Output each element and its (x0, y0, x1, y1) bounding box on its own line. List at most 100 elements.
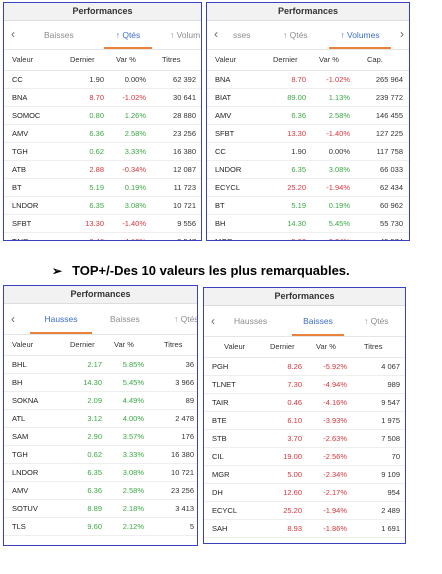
cell-titres: 3 413 (175, 504, 194, 513)
table-row[interactable]: SFBT 13.30 -1.40% 9 556 (4, 215, 201, 233)
table-row[interactable]: BNA 8.70 -1.02% 30 641 (4, 89, 201, 107)
table-row[interactable]: SFBT 13.30 -1.40% 127 225 (207, 125, 409, 143)
cell-var: 1.13% (328, 93, 350, 102)
table-row[interactable]: SOKNA 2.09 4.49% 89 (4, 392, 197, 410)
cell-dernier: 13.30 (85, 219, 104, 228)
tab-hausses[interactable]: Hausses (30, 304, 92, 334)
cell-dernier: 89.00 (287, 93, 306, 102)
table-row[interactable]: CC 1.90 0.00% 117 758 (207, 143, 409, 161)
table-row[interactable]: BH 14.30 5.45% 3 966 (4, 374, 197, 392)
tab-qtes[interactable]: ↑ Qtés (104, 21, 152, 49)
cell-valeur: TLS (12, 522, 26, 531)
cell-var: 5.45% (328, 219, 350, 228)
cell-dernier: 2.90 (87, 432, 102, 441)
table-row[interactable]: ATL 3.12 4.00% 2 478 (4, 410, 197, 428)
cell-titres: 10 721 (173, 201, 196, 210)
table-row[interactable]: AMV 6.36 2.58% 146 455 (207, 107, 409, 125)
tab-baisses[interactable]: Baisses (292, 306, 344, 336)
table-row[interactable]: AMV 6.36 2.58% 23 256 (4, 125, 201, 143)
performances-panel-qtes: Performances ‹ Baisses ↑ Qtés ↑ Volum Va… (3, 2, 202, 241)
col-var: Var % (114, 340, 134, 349)
cell-titres: 16 380 (171, 450, 194, 459)
table-row[interactable]: TLS 9.60 2.12% 5 (4, 518, 197, 536)
table-row[interactable]: MGR 5.00 -2.34% 9 109 (204, 466, 405, 484)
cell-dernier: 1.90 (291, 147, 306, 156)
cell-var: -1.40% (326, 129, 350, 138)
table-header: Valeur Dernier Var % Titres (4, 50, 201, 71)
table-row[interactable]: BTE 6.10 -3.93% 1 975 (204, 412, 405, 430)
table-row[interactable]: BH 14.30 5.45% 55 730 (207, 215, 409, 233)
cell-valeur: STB (212, 434, 227, 443)
table-row[interactable]: TGH 0.62 3.33% 16 380 (4, 143, 201, 161)
table-row[interactable]: ECYCL 25.20 -1.94% 2 489 (204, 502, 405, 520)
table-row[interactable]: TAIR 0.46 -4.16% 9 547 (204, 394, 405, 412)
tab-baisses[interactable]: sses (233, 30, 251, 40)
chevron-right-icon[interactable]: › (395, 21, 409, 49)
cell-dernier: 3.12 (87, 414, 102, 423)
table-row[interactable]: MGR 5.00 -2.34% 45 574 (207, 233, 409, 240)
table-row[interactable]: CC 1.90 0.00% 62 392 (4, 71, 201, 89)
chevron-left-icon[interactable]: ‹ (209, 21, 223, 49)
tab-qtes[interactable]: ↑ Qtés (364, 316, 389, 326)
chevron-left-icon[interactable]: ‹ (6, 304, 20, 334)
chevron-left-icon[interactable]: ‹ (206, 306, 220, 336)
cell-valeur: BH (215, 219, 226, 228)
table-row[interactable]: TLNET 7.30 -4.94% 989 (204, 376, 405, 394)
table-row[interactable]: BNA 8.70 -1.02% 265 964 (207, 71, 409, 89)
cell-valeur: SOTUV (12, 504, 38, 513)
table-row[interactable]: LNDOR 6.35 3.08% 10 721 (4, 197, 201, 215)
cell-var: 3.08% (124, 201, 146, 210)
table-row[interactable]: SOMOC 0.80 1.26% 28 880 (4, 107, 201, 125)
table-row[interactable]: CIL 19.00 -2.56% 70 (204, 448, 405, 466)
cell-dernier: 0.46 (287, 398, 302, 407)
tab-qtes[interactable]: ↑ Qtés (174, 314, 198, 324)
tab-baisses[interactable]: Baisses (110, 314, 140, 324)
section-heading-text: TOP+/-Des 10 valeurs les plus remarquabl… (72, 263, 350, 278)
chevron-left-icon[interactable]: ‹ (6, 21, 20, 49)
table-row[interactable]: SAM 2.90 3.57% 176 (4, 428, 197, 446)
cell-titres: 9 547 (177, 233, 196, 240)
cell-valeur: TGH (12, 147, 28, 156)
table-row[interactable]: ECYCL 25.20 -1.94% 62 434 (207, 179, 409, 197)
cell-var: -2.56% (323, 452, 347, 461)
cell-dernier: 8.70 (291, 75, 306, 84)
table-row[interactable]: LNDOR 6.35 3.08% 66 033 (207, 161, 409, 179)
tab-volumes[interactable]: ↑ Volumes (329, 21, 391, 49)
table-row[interactable]: LNDOR 6.35 3.08% 10 721 (4, 464, 197, 482)
tab-baisses[interactable]: Baisses (44, 30, 74, 40)
cell-var: -1.02% (122, 93, 146, 102)
table-row[interactable]: BT 5.19 0.19% 11 723 (4, 179, 201, 197)
table-row[interactable]: PGH 8.26 -5.92% 4 067 (204, 358, 405, 376)
cell-var: -0.34% (122, 165, 146, 174)
cell-var: -1.94% (323, 506, 347, 515)
table-row[interactable]: SAH 8.93 -1.86% 1 691 (204, 520, 405, 538)
table-row[interactable]: BIAT 89.00 1.13% 239 772 (207, 89, 409, 107)
table-row[interactable]: BHL 2.17 5.85% 36 (4, 356, 197, 374)
table-row[interactable]: BT 5.19 0.19% 60 962 (207, 197, 409, 215)
table-header: Valeur Dernier Var % Cap. (207, 50, 409, 71)
tab-volumes[interactable]: ↑ Volum (170, 30, 201, 40)
cell-dernier: 19.00 (283, 452, 302, 461)
table-row[interactable]: TGH 0.62 3.33% 16 380 (4, 446, 197, 464)
arrow-bullet-icon: ➢ (52, 264, 63, 278)
table-row[interactable]: DH 12.60 -2.17% 954 (204, 484, 405, 502)
tab-qtes[interactable]: ↑ Qtés (283, 30, 308, 40)
table-row[interactable]: STB 3.70 -2.63% 7 508 (204, 430, 405, 448)
cell-titres: 5 (189, 522, 194, 531)
table-body: CC 1.90 0.00% 62 392 BNA 8.70 -1.02% 30 641 SOMO… (4, 71, 201, 240)
cell-titres: 1 691 (381, 524, 400, 533)
table-row[interactable]: AMV 6.36 2.58% 23 256 (4, 482, 197, 500)
cell-dernier: 13.30 (287, 129, 306, 138)
table-row[interactable]: SOTUV 8.89 2.18% 3 413 (4, 500, 197, 518)
table-row[interactable]: TAIR 0.46 -4.16% 9 547 (4, 233, 201, 240)
cell-var: -5.92% (323, 362, 347, 371)
tab-bar: ‹ Hausses Baisses ↑ Qtés (204, 306, 405, 337)
panel-title: Performances (4, 3, 201, 21)
table-row[interactable]: ATB 2.88 -0.34% 12 087 (4, 161, 201, 179)
tab-hausses[interactable]: Hausses (234, 316, 268, 326)
cell-dernier: 25.20 (283, 506, 302, 515)
cell-dernier: 6.10 (287, 416, 302, 425)
cell-var: 3.33% (124, 147, 146, 156)
cell-valeur: LNDOR (12, 201, 39, 210)
col-valeur: Valeur (12, 55, 34, 64)
